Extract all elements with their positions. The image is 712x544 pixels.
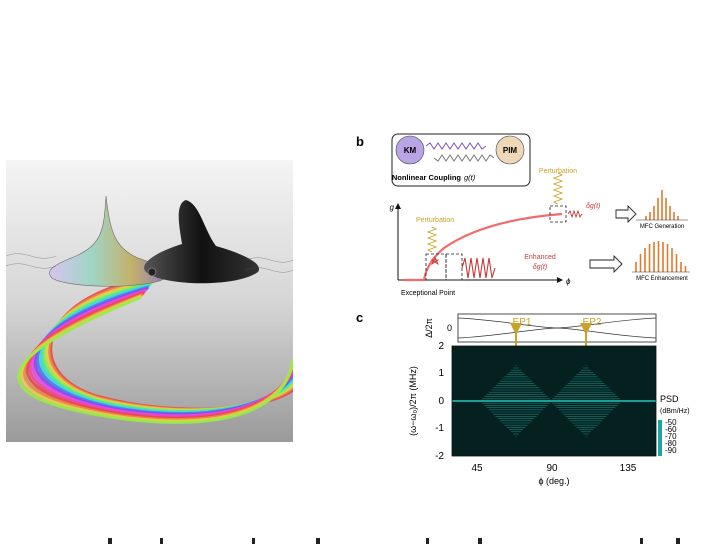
xtick: 45 bbox=[471, 463, 483, 474]
cropped-caption-strip bbox=[108, 538, 680, 544]
detuning-ylabel: Δ/2π bbox=[424, 318, 434, 338]
enhanced-label: Enhanced bbox=[524, 254, 556, 261]
ep2-label: EP2 bbox=[583, 317, 602, 328]
heatmap-ylabel: (ω−ω₀)/2π (MHz) bbox=[408, 366, 418, 436]
ytick: -2 bbox=[435, 451, 444, 462]
backward-spring bbox=[433, 154, 495, 162]
psd-label: PSD bbox=[660, 394, 679, 404]
ytick: 2 bbox=[438, 341, 444, 352]
right-spinning-top bbox=[144, 200, 260, 284]
phi-axis-label: ϕ bbox=[566, 277, 571, 286]
ytick: -1 bbox=[435, 423, 444, 434]
exceptional-point-label: Exceptional Point bbox=[401, 290, 455, 297]
ep1-label: EP1 bbox=[513, 317, 532, 328]
arrow-to-enhancement bbox=[589, 254, 623, 274]
field-lines bbox=[6, 253, 293, 273]
enhanced-oscillation bbox=[461, 257, 496, 279]
panel-a-illustration bbox=[6, 160, 293, 442]
perturbation-spring-top bbox=[552, 172, 564, 205]
top-window bbox=[549, 205, 567, 223]
xtick: 90 bbox=[546, 463, 558, 474]
mfc-generation-comb bbox=[636, 190, 688, 221]
psd-heatmap-lines bbox=[452, 365, 656, 437]
exceptional-point-marker bbox=[430, 255, 440, 266]
coupling-curve bbox=[404, 212, 563, 282]
pim-label: PIM bbox=[503, 146, 518, 155]
detuning-lower bbox=[457, 327, 657, 339]
mfc-enhancement-comb bbox=[632, 241, 690, 273]
detuning-ytick: 0 bbox=[447, 323, 452, 333]
panels-b-c: b KM PIM Nonlinear Coupling g(t) g ϕ Per… bbox=[356, 133, 690, 486]
cbar-tick: -50 bbox=[665, 418, 677, 427]
pim-circle bbox=[495, 135, 525, 165]
panel-c-label: c bbox=[356, 310, 363, 325]
ytick: 0 bbox=[438, 396, 444, 407]
km-circle bbox=[395, 135, 425, 165]
ep-window-right bbox=[445, 253, 463, 281]
perturbation-spring-left bbox=[426, 226, 438, 253]
cbar-tick: -70 bbox=[665, 432, 677, 441]
cbar-tick: -60 bbox=[665, 425, 677, 434]
cbar-tick: -90 bbox=[665, 446, 677, 455]
coupling-symbol: g(t) bbox=[464, 173, 476, 182]
coupling-text: Nonlinear Coupling bbox=[392, 173, 462, 182]
left-spinning-top bbox=[49, 195, 168, 287]
km-label: KM bbox=[404, 146, 417, 155]
enhanced-delta-g: δg(t) bbox=[533, 264, 547, 271]
mfc-enhancement-label: MFC Enhancement bbox=[636, 276, 688, 282]
heatmap-xlabel: ϕ (deg.) bbox=[538, 476, 569, 486]
cbar-tick: -80 bbox=[665, 439, 677, 448]
top-oscillation bbox=[567, 209, 583, 219]
rainbow-spiral bbox=[17, 276, 293, 424]
psd-colorbar bbox=[658, 420, 662, 456]
top-delta-g: δg(t) bbox=[586, 203, 600, 210]
forward-spring bbox=[425, 142, 487, 150]
perturbation-left-label: Perturbation bbox=[416, 217, 454, 224]
perturbation-top-label: Perturbation bbox=[539, 168, 577, 175]
panel-b-label: b bbox=[356, 134, 364, 149]
ytick: 1 bbox=[438, 368, 444, 379]
xtick: 135 bbox=[620, 463, 637, 474]
spiral-ring bbox=[17, 296, 293, 424]
heatmap-frame bbox=[451, 345, 657, 457]
g-axis-label: g bbox=[390, 203, 395, 212]
mfc-generation-label: MFC Generation bbox=[640, 224, 684, 230]
psd-unit: (dBm/Hz) bbox=[660, 408, 690, 415]
arrow-to-generation bbox=[615, 204, 637, 224]
